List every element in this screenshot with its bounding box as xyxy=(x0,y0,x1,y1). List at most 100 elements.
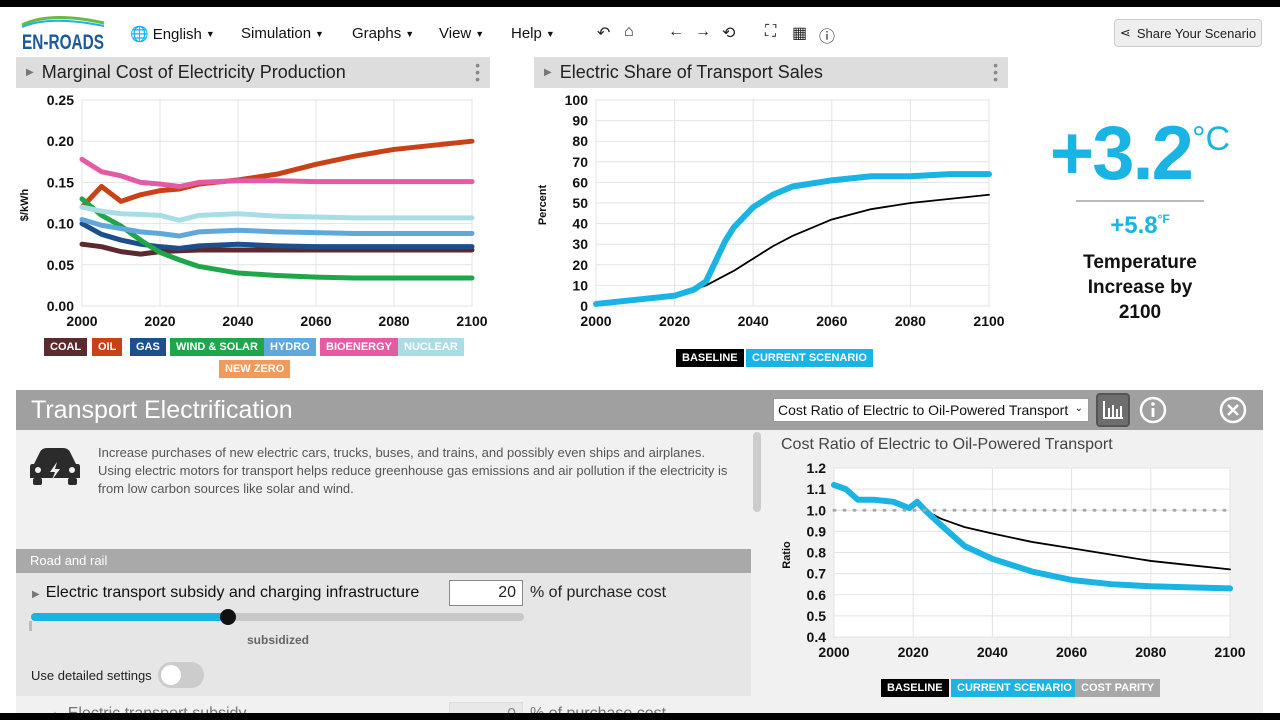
table-icon[interactable]: ▦ xyxy=(792,25,808,42)
temperature-caption-2: Increase by xyxy=(1087,277,1193,298)
legend-item-baseline[interactable]: BASELINE xyxy=(676,349,744,367)
legend-item-oil[interactable]: OIL xyxy=(92,338,123,356)
info-button[interactable] xyxy=(1136,393,1170,427)
expand-icon: ▶ xyxy=(32,589,40,600)
x-tick-label: 2060 xyxy=(816,313,847,329)
y-tick-label: 0.10 xyxy=(47,216,74,232)
y-axis-label: Percent xyxy=(537,184,549,225)
legend-item-current-scenario[interactable]: CURRENT SCENARIO xyxy=(951,679,1078,697)
info-icon[interactable]: ⓘ xyxy=(819,29,836,46)
x-tick-label: 2020 xyxy=(144,313,175,329)
expand-icon: ▶ xyxy=(26,67,34,78)
info-circle-icon xyxy=(1139,396,1167,424)
more-options-icon[interactable]: • • • xyxy=(993,57,998,87)
bar-chart-icon xyxy=(1103,401,1123,419)
slider1-fill xyxy=(31,613,229,621)
home-icon[interactable]: ⌂ xyxy=(624,23,634,40)
view-menu[interactable]: View ▼ xyxy=(439,25,484,42)
y-tick-label: 30 xyxy=(572,236,588,252)
legend-item-wind-solar[interactable]: WIND & SOLAR xyxy=(170,338,264,356)
y-tick-label: 10 xyxy=(572,277,588,293)
legend-item-bioenergy[interactable]: BIOENERGY xyxy=(320,338,399,356)
en-roads-logo[interactable]: EN-ROADS xyxy=(20,13,106,54)
temperature-caption-1: Temperature xyxy=(1083,252,1197,273)
lever-panel-title: Transport Electrification xyxy=(31,396,293,424)
share-scenario-button[interactable]: ⋖ Share Your Scenario xyxy=(1114,19,1262,47)
share-scenario-label: Share Your Scenario xyxy=(1136,25,1257,41)
y-tick-label: 80 xyxy=(572,133,588,149)
graphs-menu-label: Graphs xyxy=(352,25,402,42)
globe-icon: 🌐 xyxy=(130,26,149,43)
graphs-menu[interactable]: Graphs ▼ xyxy=(352,25,414,42)
more-options-icon[interactable]: • • • xyxy=(475,57,480,87)
legend-item-hydro[interactable]: HYDRO xyxy=(264,338,316,356)
back-arrow-icon[interactable]: ← xyxy=(668,23,684,40)
slider1-value-input[interactable]: 20 xyxy=(449,580,523,606)
expand-icon: ▶ xyxy=(544,67,552,78)
y-tick-label: 0.6 xyxy=(807,587,827,603)
caret-down-icon: ▼ xyxy=(545,28,555,39)
simulation-menu[interactable]: Simulation ▼ xyxy=(241,25,324,42)
y-tick-label: 0 xyxy=(580,298,588,314)
temperature-caption-3: 2100 xyxy=(1118,302,1162,323)
caret-down-icon: ▼ xyxy=(475,28,485,39)
y-tick-label: 90 xyxy=(572,113,588,129)
slider1-tick xyxy=(29,621,32,631)
lever-settings: Increase purchases of new electric cars,… xyxy=(16,430,751,720)
legend-item-nuclear[interactable]: NUCLEAR xyxy=(398,338,464,356)
legend-item-current-scenario[interactable]: CURRENT SCENARIO xyxy=(746,349,873,367)
y-tick-label: 0.5 xyxy=(807,608,827,624)
toggle-knob xyxy=(161,665,181,685)
y-tick-label: 1.2 xyxy=(807,460,827,476)
slider1-track[interactable] xyxy=(31,613,524,621)
graph-left-title: Marginal Cost of Electricity Production xyxy=(41,62,346,82)
scrollbar[interactable] xyxy=(753,432,761,512)
temperature-fahrenheit-unit: °F xyxy=(1157,212,1170,226)
x-tick-label: 2000 xyxy=(580,313,611,329)
legend-item-gas[interactable]: GAS xyxy=(130,338,166,356)
series-line-current-scenario xyxy=(831,481,1233,592)
x-tick-label: 2100 xyxy=(973,313,1004,329)
plot-area xyxy=(81,99,473,307)
bar-chart-button[interactable] xyxy=(1096,393,1130,427)
help-menu[interactable]: Help ▼ xyxy=(511,25,555,42)
y-tick-label: 70 xyxy=(572,154,588,170)
slider1-label-row[interactable]: ▶ Electric transport subsidy and charging… xyxy=(32,584,419,602)
x-tick-label: 2000 xyxy=(818,644,849,660)
forward-arrow-icon[interactable]: → xyxy=(695,23,711,40)
refresh-icon[interactable]: ⟲ xyxy=(722,25,736,42)
language-menu[interactable]: 🌐 English ▼ xyxy=(130,25,215,44)
y-tick-label: 0.7 xyxy=(807,566,827,582)
caret-down-icon: ▼ xyxy=(205,29,215,39)
undo-icon[interactable]: ↶ xyxy=(597,25,611,42)
y-tick-label: 0.25 xyxy=(47,92,74,108)
fullscreen-icon[interactable]: ⛶ xyxy=(765,23,777,40)
temperature-celsius-unit: °C xyxy=(1191,120,1231,158)
detailed-settings-toggle[interactable] xyxy=(158,662,204,688)
x-tick-label: 2080 xyxy=(1135,644,1166,660)
lever-panel-header: Transport Electrification Cost Ratio of … xyxy=(16,390,1263,430)
graph-left-header[interactable]: ▶ Marginal Cost of Electricity Productio… xyxy=(16,57,490,88)
graph-mid-title: Electric Share of Transport Sales xyxy=(559,62,823,82)
close-circle-icon xyxy=(1219,396,1247,424)
x-tick-label: 2020 xyxy=(659,313,690,329)
x-tick-label: 2080 xyxy=(378,313,409,329)
close-button[interactable] xyxy=(1216,393,1250,427)
x-tick-label: 2060 xyxy=(300,313,331,329)
temperature-celsius: +3.2 xyxy=(1049,111,1194,196)
temperature-divider xyxy=(1076,200,1204,202)
slider1-state: subsidized xyxy=(247,633,310,647)
caret-down-icon: ▼ xyxy=(315,28,324,39)
series-line-bioenergy xyxy=(79,156,475,190)
legend-item-cost-parity[interactable]: COST PARITY xyxy=(1075,679,1161,697)
cost-ratio-chart: 2000 2020 2040 2060 2080 2100 0.4 0.5 0.6 0.7 0.8 0… xyxy=(781,460,1246,660)
graph-select[interactable]: Cost Ratio of Electric to Oil-Powered Tr… xyxy=(773,398,1089,422)
legend-item-new-zero[interactable]: NEW ZERO xyxy=(219,360,291,378)
x-tick-label: 2000 xyxy=(66,313,97,329)
slider1-thumb[interactable] xyxy=(220,609,237,625)
x-tick-label: 2020 xyxy=(898,644,929,660)
detailed-settings-label: Use detailed settings xyxy=(31,668,152,683)
legend-item-coal[interactable]: COAL xyxy=(44,338,88,356)
graph-mid-header[interactable]: ▶ Electric Share of Transport Sales • • • xyxy=(534,57,1008,88)
legend-item-baseline[interactable]: BASELINE xyxy=(881,679,949,697)
